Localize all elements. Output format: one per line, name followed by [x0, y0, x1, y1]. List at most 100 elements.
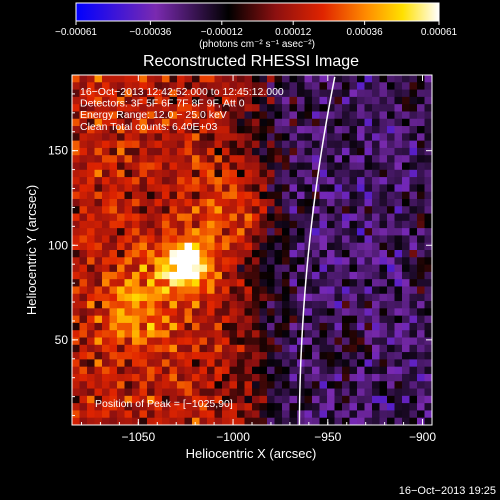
heatmap-cell [327, 395, 336, 404]
heatmap-cell [244, 344, 253, 353]
heatmap-cell [79, 395, 88, 404]
heatmap-cell [289, 337, 298, 346]
heatmap-cell [132, 410, 141, 419]
heatmap-cell [72, 366, 81, 375]
heatmap-cell [192, 177, 201, 185]
heatmap-cell [319, 242, 328, 251]
heatmap-cell [192, 410, 201, 419]
heatmap-cell [124, 344, 133, 353]
heatmap-cell [357, 111, 366, 120]
heatmap-cell [297, 75, 306, 83]
heatmap-cell [319, 286, 328, 295]
heatmap-cell [154, 75, 163, 83]
heatmap-cell [192, 133, 201, 142]
heatmap-cell [319, 169, 328, 178]
heatmap-cell [132, 366, 141, 375]
heatmap-cell [357, 257, 366, 266]
heatmap-cell [124, 133, 133, 142]
heatmap-cell [289, 147, 298, 156]
heatmap-cell [394, 111, 403, 120]
heatmap-cell [192, 264, 201, 273]
heatmap-cell [349, 366, 358, 375]
heatmap-cell [139, 147, 148, 156]
heatmap-cell [94, 75, 103, 83]
heatmap-cell [169, 184, 178, 193]
heatmap-cell [154, 118, 163, 127]
heatmap-cell [214, 322, 223, 331]
heatmap-cell [424, 75, 432, 83]
heatmap-cell [259, 198, 268, 207]
heatmap-cell [357, 330, 366, 339]
heatmap-cell [387, 147, 396, 156]
heatmap-cell [289, 286, 298, 295]
heatmap-cell [229, 126, 238, 134]
x-tick-label: −900 [409, 430, 436, 444]
heatmap-cell [207, 140, 216, 149]
heatmap-cell [117, 162, 126, 171]
heatmap-cell [154, 264, 163, 273]
heatmap-cell [79, 279, 88, 288]
heatmap-cell [364, 337, 373, 346]
heatmap-cell [342, 352, 351, 360]
heatmap-cell [319, 337, 328, 346]
heatmap-cell [387, 177, 396, 185]
heatmap-cell [162, 111, 171, 120]
heatmap-cell [222, 330, 231, 339]
heatmap-cell [109, 344, 118, 353]
heatmap-cell [297, 235, 306, 244]
heatmap-cell [379, 75, 388, 83]
heatmap-cell [349, 213, 358, 222]
heatmap-cell [372, 337, 381, 346]
heatmap-cell [304, 359, 313, 368]
heatmap-cell [424, 242, 432, 251]
heatmap-cell [207, 410, 216, 419]
heatmap-cell [267, 286, 276, 295]
heatmap-cell [252, 366, 261, 375]
heatmap-cell [289, 279, 298, 288]
heatmap-cell [379, 198, 388, 207]
heatmap-cell [214, 213, 223, 222]
heatmap-cell [154, 322, 163, 331]
heatmap-cell [364, 373, 373, 382]
heatmap-cell [79, 271, 88, 280]
heatmap-cell [147, 366, 156, 375]
heatmap-cell [417, 213, 426, 222]
heatmap-cell [192, 162, 201, 171]
heatmap-cell [154, 111, 163, 120]
heatmap-cell [274, 271, 283, 280]
heatmap-cell [304, 206, 313, 215]
heatmap-cell [162, 403, 171, 412]
heatmap-cell [334, 75, 343, 83]
heatmap-cell [132, 96, 141, 105]
heatmap-cell [342, 395, 351, 404]
heatmap-cell [334, 337, 343, 346]
heatmap-cell [387, 191, 396, 200]
heatmap-cell [304, 344, 313, 353]
heatmap-cell [207, 373, 216, 382]
heatmap-cell [72, 293, 81, 302]
heatmap-cell [252, 242, 261, 251]
heatmap-cell [154, 315, 163, 324]
heatmap-cell [357, 191, 366, 200]
heatmap-cell [394, 301, 403, 309]
heatmap-cell [259, 147, 268, 156]
heatmap-cell [409, 330, 418, 339]
heatmap-cell [177, 220, 186, 229]
heatmap-cell [154, 410, 163, 419]
heatmap-cell [297, 111, 306, 120]
heatmap-cell [424, 395, 432, 404]
heatmap-cell [394, 184, 403, 193]
heatmap-cell [72, 184, 81, 193]
heatmap-cell [207, 337, 216, 346]
heatmap-cell [417, 162, 426, 171]
heatmap-cell [297, 322, 306, 331]
heatmap-cell [244, 111, 253, 120]
heatmap-cell [282, 293, 291, 302]
heatmap-cell [147, 96, 156, 105]
heatmap-cell [297, 89, 306, 98]
heatmap-cell [87, 184, 96, 193]
heatmap-cell [87, 359, 96, 368]
heatmap-cell [327, 155, 336, 164]
heatmap-cell [379, 410, 388, 419]
heatmap-cell [87, 417, 96, 425]
